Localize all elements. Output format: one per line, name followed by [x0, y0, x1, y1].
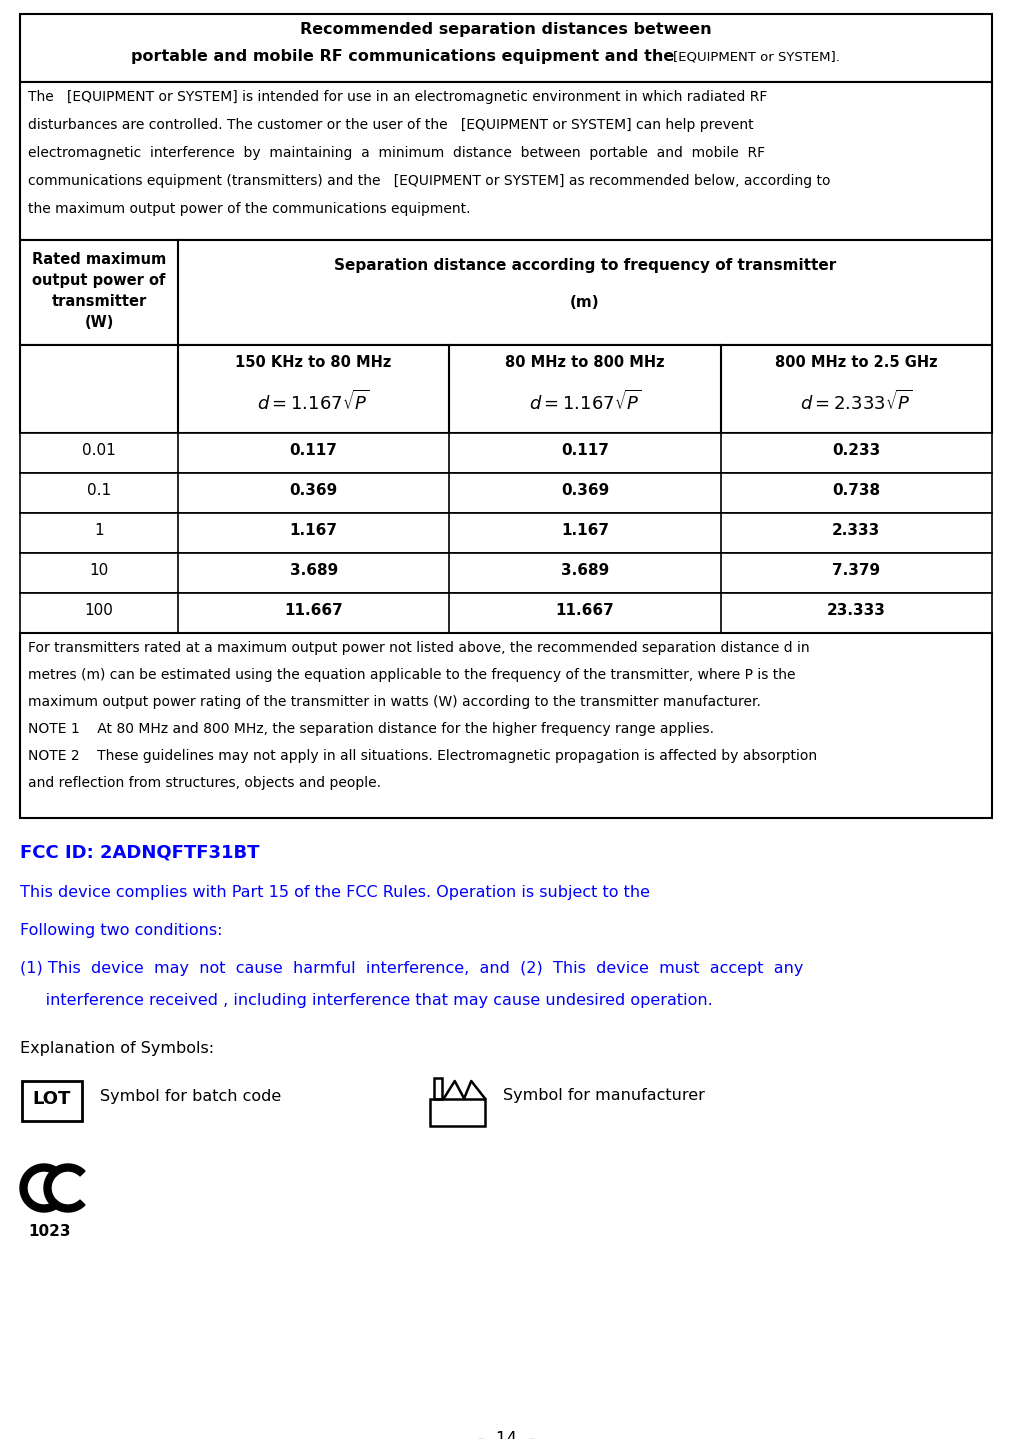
Text: 800 MHz to 2.5 GHz: 800 MHz to 2.5 GHz	[774, 355, 937, 370]
Text: communications equipment (transmitters) and the   [EQUIPMENT or SYSTEM] as recom: communications equipment (transmitters) …	[28, 174, 830, 189]
Text: transmitter: transmitter	[52, 294, 147, 309]
Text: 0.117: 0.117	[560, 443, 609, 458]
Text: NOTE 1    At 80 MHz and 800 MHz, the separation distance for the higher frequenc: NOTE 1 At 80 MHz and 800 MHz, the separa…	[28, 722, 714, 735]
Text: 1: 1	[94, 522, 104, 538]
Text: metres (m) can be estimated using the equation applicable to the frequency of th: metres (m) can be estimated using the eq…	[28, 668, 795, 682]
Bar	[20, 345, 991, 433]
Bar	[20, 553, 991, 593]
Text: $d=1.167\sqrt{P}$: $d=1.167\sqrt{P}$	[257, 390, 370, 414]
Bar	[20, 14, 991, 82]
Bar	[22, 1081, 82, 1121]
Text: Rated maximum: Rated maximum	[31, 252, 166, 268]
Text: 150 KHz to 80 MHz: 150 KHz to 80 MHz	[236, 355, 391, 370]
Text: [EQUIPMENT or SYSTEM].: [EQUIPMENT or SYSTEM].	[672, 50, 838, 63]
Text: 3.689: 3.689	[289, 563, 338, 578]
Text: 0.1: 0.1	[87, 484, 111, 498]
Text: 7.379: 7.379	[831, 563, 880, 578]
Text: –  14  –: – 14 –	[476, 1430, 535, 1439]
Bar	[430, 1098, 484, 1125]
Polygon shape	[20, 1164, 61, 1212]
Text: The   [EQUIPMENT or SYSTEM] is intended for use in an electromagnetic environmen: The [EQUIPMENT or SYSTEM] is intended fo…	[28, 91, 766, 104]
Text: 11.667: 11.667	[284, 603, 343, 617]
Text: 3.689: 3.689	[560, 563, 609, 578]
Text: portable and mobile RF communications equipment and the: portable and mobile RF communications eq…	[130, 49, 691, 63]
Bar	[434, 1078, 441, 1098]
Text: 0.233: 0.233	[831, 443, 880, 458]
Text: 1.167: 1.167	[560, 522, 609, 538]
Text: FCC ID: 2ADNQFTF31BT: FCC ID: 2ADNQFTF31BT	[20, 843, 259, 861]
Bar	[20, 512, 991, 553]
Text: LOT: LOT	[32, 1089, 71, 1108]
Bar	[20, 593, 991, 633]
Text: 80 MHz to 800 MHz: 80 MHz to 800 MHz	[504, 355, 664, 370]
Text: electromagnetic  interference  by  maintaining  a  minimum  distance  between  p: electromagnetic interference by maintain…	[28, 145, 764, 160]
Text: 23.333: 23.333	[826, 603, 885, 617]
Bar	[20, 633, 991, 817]
Text: 10: 10	[89, 563, 108, 578]
Text: maximum output power rating of the transmitter in watts (W) according to the tra: maximum output power rating of the trans…	[28, 695, 760, 709]
Text: 0.117: 0.117	[289, 443, 338, 458]
Text: (W): (W)	[84, 315, 113, 330]
Text: 100: 100	[85, 603, 113, 617]
Text: 2.333: 2.333	[831, 522, 880, 538]
Text: Following two conditions:: Following two conditions:	[20, 922, 222, 938]
Text: 1.167: 1.167	[289, 522, 338, 538]
Text: output power of: output power of	[32, 273, 166, 288]
Text: interference received , including interference that may cause undesired operatio: interference received , including interf…	[20, 993, 712, 1007]
Text: $d=2.333\sqrt{P}$: $d=2.333\sqrt{P}$	[799, 390, 912, 414]
Bar	[20, 82, 991, 240]
Text: 0.369: 0.369	[289, 484, 338, 498]
Bar	[20, 240, 991, 345]
Text: 1023: 1023	[28, 1225, 71, 1239]
Text: and reflection from structures, objects and people.: and reflection from structures, objects …	[28, 776, 380, 790]
Text: 11.667: 11.667	[555, 603, 614, 617]
Text: Symbol for manufacturer: Symbol for manufacturer	[502, 1088, 705, 1104]
Bar	[20, 433, 991, 473]
Text: 0.369: 0.369	[560, 484, 609, 498]
Text: $d=1.167\sqrt{P}$: $d=1.167\sqrt{P}$	[528, 390, 641, 414]
Text: Recommended separation distances between: Recommended separation distances between	[300, 22, 711, 37]
Text: Symbol for batch code: Symbol for batch code	[100, 1089, 281, 1104]
Text: 0.01: 0.01	[82, 443, 116, 458]
Text: (1) This  device  may  not  cause  harmful  interference,  and  (2)  This  devic: (1) This device may not cause harmful in…	[20, 961, 803, 976]
Bar	[20, 473, 991, 512]
Text: disturbances are controlled. The customer or the user of the   [EQUIPMENT or SYS: disturbances are controlled. The custome…	[28, 118, 753, 132]
Text: Explanation of Symbols:: Explanation of Symbols:	[20, 1040, 214, 1056]
Text: (m): (m)	[569, 295, 600, 309]
Text: the maximum output power of the communications equipment.: the maximum output power of the communic…	[28, 201, 470, 216]
Text: For transmitters rated at a maximum output power not listed above, the recommend: For transmitters rated at a maximum outp…	[28, 640, 809, 655]
Text: 0.738: 0.738	[831, 484, 880, 498]
Polygon shape	[43, 1164, 85, 1212]
Text: NOTE 2    These guidelines may not apply in all situations. Electromagnetic prop: NOTE 2 These guidelines may not apply in…	[28, 750, 816, 763]
Text: This device complies with Part 15 of the FCC Rules. Operation is subject to the: This device complies with Part 15 of the…	[20, 885, 649, 899]
Text: Separation distance according to frequency of transmitter: Separation distance according to frequen…	[334, 258, 835, 273]
